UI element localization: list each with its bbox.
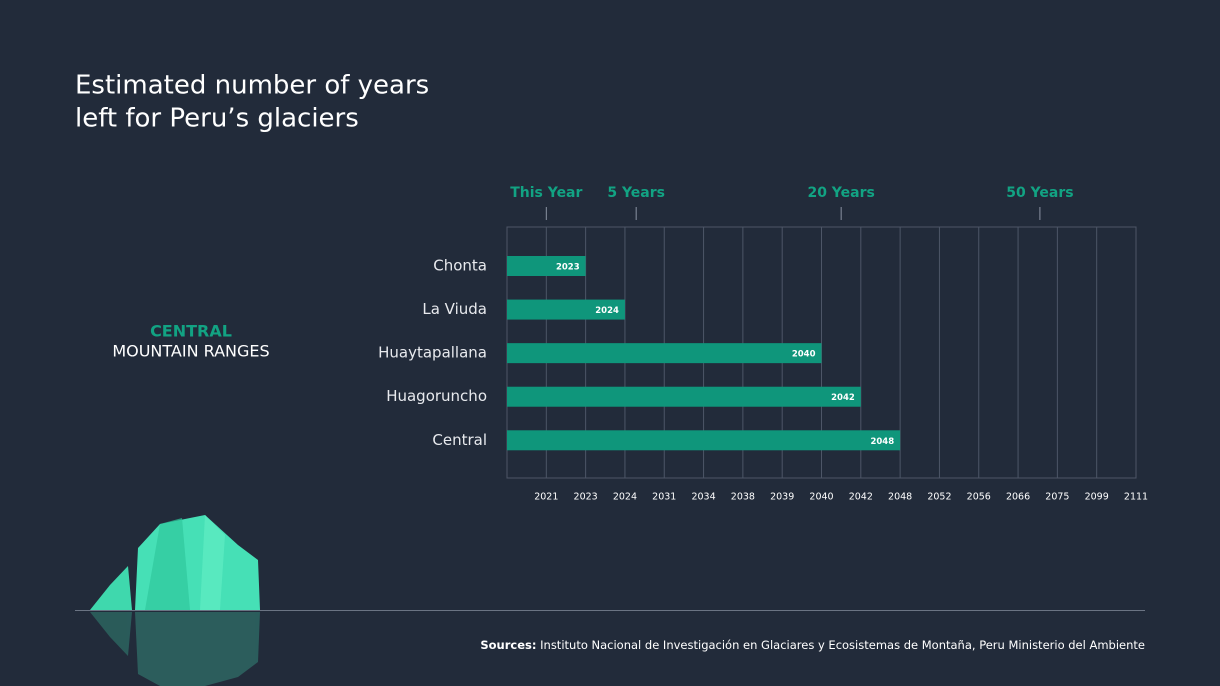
x-tick-label: 2099 bbox=[1085, 492, 1109, 503]
y-tick-label: La Viuda bbox=[422, 300, 487, 318]
annotation-label: 5 Years bbox=[607, 185, 665, 201]
annotation-label: 20 Years bbox=[807, 185, 874, 201]
x-tick-label: 2034 bbox=[691, 492, 715, 503]
chart-title: Estimated number of years bbox=[75, 71, 429, 101]
annotation-label: 50 Years bbox=[1006, 185, 1073, 201]
source: Sources: Instituto Nacional de Investiga… bbox=[480, 638, 1145, 652]
bar bbox=[507, 343, 822, 364]
x-tick-label: 2066 bbox=[1006, 492, 1030, 503]
y-tick-label: Chonta bbox=[433, 257, 487, 275]
bar-value-label: 2040 bbox=[792, 350, 816, 360]
bar bbox=[507, 299, 625, 320]
region-label: CENTRAL bbox=[150, 322, 232, 341]
region-label: MOUNTAIN RANGES bbox=[112, 342, 269, 361]
x-tick-label: 2042 bbox=[849, 492, 873, 503]
bar-value-label: 2048 bbox=[870, 437, 894, 447]
bar-value-label: 2042 bbox=[831, 393, 855, 403]
x-tick-label: 2048 bbox=[888, 492, 912, 503]
x-tick-label: 2021 bbox=[534, 492, 558, 503]
x-tick-label: 2038 bbox=[731, 492, 755, 503]
bar-value-label: 2024 bbox=[595, 306, 619, 316]
y-tick-label: Central bbox=[432, 431, 487, 449]
x-tick-label: 2040 bbox=[809, 492, 833, 503]
x-tick-label: 2031 bbox=[652, 492, 676, 503]
x-tick-label: 2111 bbox=[1124, 492, 1148, 503]
x-tick-label: 2023 bbox=[574, 492, 598, 503]
y-tick-label: Huaytapallana bbox=[378, 344, 487, 362]
annotation-label: This Year bbox=[510, 185, 582, 201]
bar bbox=[507, 386, 861, 407]
x-tick-label: 2075 bbox=[1045, 492, 1069, 503]
x-tick-label: 2056 bbox=[967, 492, 991, 503]
x-tick-label: 2024 bbox=[613, 492, 637, 503]
source-label: Sources: bbox=[480, 638, 536, 652]
y-tick-label: Huagoruncho bbox=[386, 387, 487, 405]
bar bbox=[507, 430, 901, 451]
x-tick-label: 2039 bbox=[770, 492, 794, 503]
bar bbox=[507, 256, 586, 276]
glacier-icon bbox=[90, 515, 260, 686]
source-text: Instituto Nacional de Investigación en G… bbox=[540, 638, 1145, 652]
bar-value-label: 2023 bbox=[556, 263, 580, 273]
chart-title: left for Peru’s glaciers bbox=[75, 104, 359, 134]
x-tick-label: 2052 bbox=[927, 492, 951, 503]
